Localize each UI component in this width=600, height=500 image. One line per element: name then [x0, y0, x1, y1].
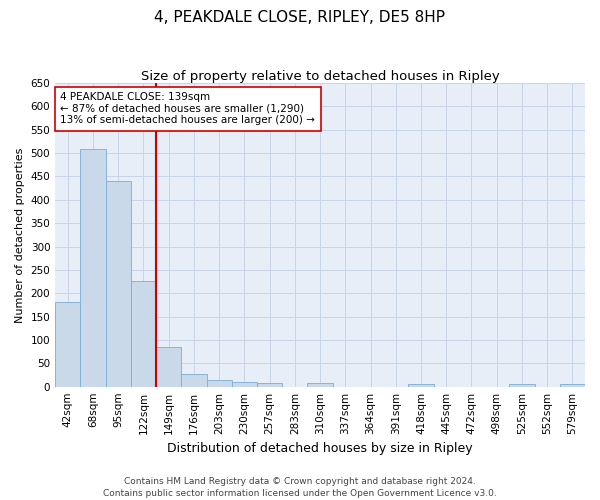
Bar	[409, 384, 434, 386]
Bar	[307, 383, 332, 386]
Bar	[156, 348, 181, 387]
Title: Size of property relative to detached houses in Ripley: Size of property relative to detached ho…	[141, 70, 499, 83]
Bar	[55, 302, 80, 386]
X-axis label: Distribution of detached houses by size in Ripley: Distribution of detached houses by size …	[167, 442, 473, 455]
Bar	[131, 281, 156, 386]
Bar	[106, 181, 131, 386]
Text: 4 PEAKDALE CLOSE: 139sqm
← 87% of detached houses are smaller (1,290)
13% of sem: 4 PEAKDALE CLOSE: 139sqm ← 87% of detach…	[61, 92, 316, 126]
Bar	[181, 374, 206, 386]
Bar	[206, 380, 232, 386]
Bar	[560, 384, 585, 386]
Bar	[509, 384, 535, 386]
Text: 4, PEAKDALE CLOSE, RIPLEY, DE5 8HP: 4, PEAKDALE CLOSE, RIPLEY, DE5 8HP	[155, 10, 445, 25]
Text: Contains HM Land Registry data © Crown copyright and database right 2024.
Contai: Contains HM Land Registry data © Crown c…	[103, 476, 497, 498]
Bar	[232, 382, 257, 386]
Y-axis label: Number of detached properties: Number of detached properties	[15, 147, 25, 322]
Bar	[257, 384, 282, 386]
Bar	[80, 150, 106, 386]
